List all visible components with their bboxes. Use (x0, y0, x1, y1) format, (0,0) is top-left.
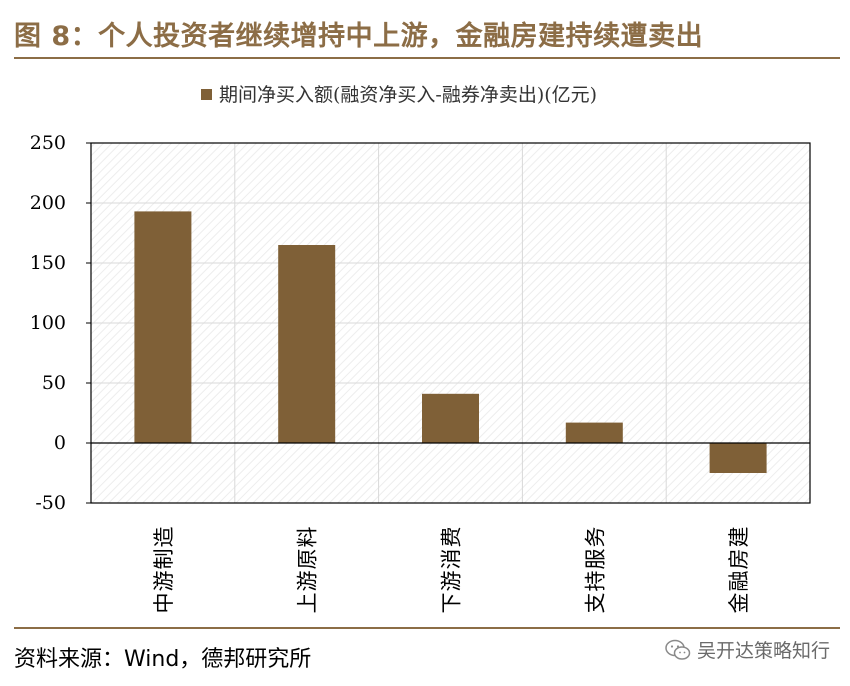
category-char: 造 (152, 527, 176, 548)
bars (134, 211, 767, 473)
category-char: 游 (296, 571, 320, 592)
category-char: 下 (440, 593, 464, 614)
category-char: 持 (583, 571, 607, 592)
category-char: 制 (152, 549, 176, 570)
y-tick-label: -50 (35, 492, 66, 514)
category-char: 费 (440, 527, 464, 548)
bar (134, 211, 192, 443)
wechat-icon (665, 639, 691, 660)
category-char: 务 (583, 527, 607, 548)
y-tick-label: 200 (30, 192, 66, 214)
y-axis-ticks: 250 200 150 100 50 0 -50 (30, 132, 66, 514)
bar (278, 245, 336, 443)
category-char: 游 (440, 571, 464, 592)
category-char: 消 (440, 549, 464, 570)
bar (709, 443, 767, 473)
y-tick-label: 100 (30, 312, 66, 334)
category-char: 融 (727, 571, 751, 592)
source-note: 资料来源：Wind，德邦研究所 (14, 647, 312, 672)
figure-title: 图 8：个人投资者继续增持中上游，金融房建持续遭卖出 (14, 21, 704, 52)
category-char: 金 (727, 593, 751, 614)
category-char: 支 (583, 593, 607, 614)
axes (86, 142, 811, 504)
legend: 期间净买入额(融资净买入-融券净卖出)(亿元) (201, 84, 597, 106)
category-label: 金融房建 (727, 527, 751, 614)
title-divider (14, 57, 840, 59)
category-char: 中 (152, 593, 176, 614)
bar (565, 422, 623, 443)
category-char: 上 (296, 593, 320, 614)
legend-swatch (201, 89, 212, 100)
category-char: 建 (727, 527, 751, 548)
category-char: 原 (296, 549, 320, 570)
category-char: 服 (583, 549, 607, 570)
watermark: 吴开达策略知行 (665, 636, 830, 663)
y-tick-label: 150 (30, 252, 66, 274)
y-tick-label: 50 (42, 372, 66, 394)
category-char: 游 (152, 571, 176, 592)
y-tick-label: 250 (30, 132, 66, 154)
legend-label: 期间净买入额(融资净买入-融券净卖出)(亿元) (219, 84, 597, 106)
footer-divider (14, 627, 840, 629)
watermark-text: 吴开达策略知行 (696, 640, 830, 662)
bar (422, 393, 479, 443)
category-char: 房 (727, 549, 751, 570)
category-char: 料 (296, 527, 320, 548)
y-tick-label: 0 (54, 432, 66, 454)
